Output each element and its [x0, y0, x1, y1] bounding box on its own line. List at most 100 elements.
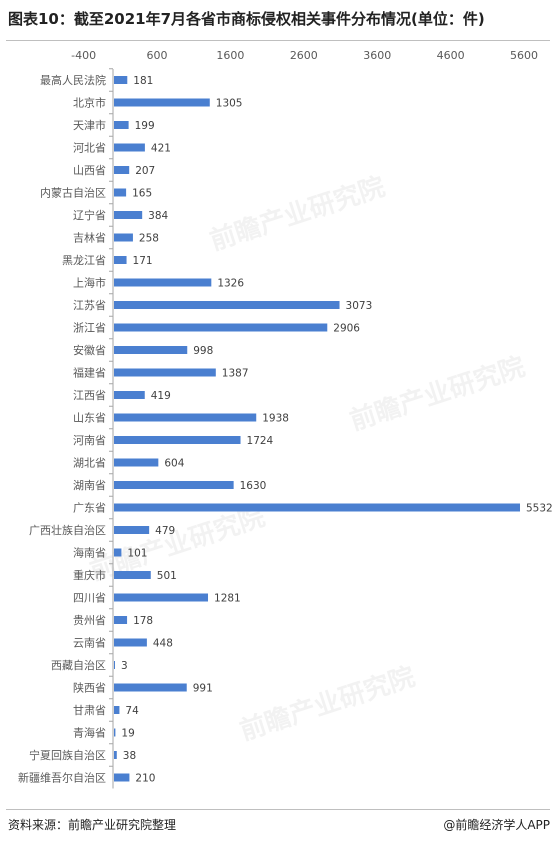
value-label: 19 [121, 728, 134, 740]
value-label: 2906 [333, 323, 360, 335]
bar [114, 526, 150, 534]
value-label: 1326 [217, 278, 244, 290]
value-label: 38 [123, 750, 136, 762]
category-label: 福建省 [73, 366, 106, 380]
value-label: 199 [135, 120, 155, 132]
bar [114, 121, 129, 129]
category-label: 贵州省 [73, 614, 106, 627]
category-label: 重庆市 [73, 568, 106, 582]
category-label: 黑龙江省 [62, 254, 106, 267]
category-label: 云南省 [73, 637, 106, 650]
bar [114, 391, 145, 399]
watermark-text: 前瞻产业研究院 [346, 351, 529, 437]
value-label: 207 [135, 165, 155, 177]
category-label: 青海省 [73, 726, 106, 740]
category-label: 广东省 [73, 502, 106, 515]
category-label: 四川省 [73, 592, 106, 605]
value-label: 178 [133, 615, 153, 627]
value-label: 419 [151, 390, 171, 402]
category-label: 西藏自治区 [51, 658, 106, 672]
value-label: 3073 [346, 300, 373, 312]
bar [114, 571, 151, 579]
watermark-text: 前瞻产业研究院 [206, 171, 389, 257]
bar [114, 728, 116, 737]
bar [114, 458, 159, 467]
bar [114, 773, 130, 782]
x-tick-label: 4600 [437, 49, 465, 62]
value-label: 258 [139, 233, 159, 245]
category-label: 陕西省 [73, 681, 106, 695]
category-label: 湖南省 [73, 479, 106, 492]
bar [114, 323, 328, 332]
category-label: 河北省 [73, 142, 106, 155]
category-label: 江苏省 [73, 299, 106, 312]
value-label: 1630 [240, 480, 267, 492]
bar [114, 706, 120, 714]
value-label: 165 [132, 188, 152, 200]
source-note: 资料来源：前瞻产业研究院整理 [8, 818, 177, 832]
watermark-text: 前瞻产业研究院 [236, 661, 419, 747]
category-label: 辽宁省 [73, 208, 106, 222]
category-label: 新疆维吾尔自治区 [18, 771, 106, 785]
value-label: 479 [155, 525, 175, 537]
title-divider [6, 40, 550, 41]
bar [114, 616, 128, 624]
bar-chart: -400 600 1600 2600 3600 4600 5600前瞻产业研究院前瞻产业研究… [18, 49, 553, 789]
bar [114, 211, 143, 219]
bar [114, 661, 115, 669]
value-label: 1305 [216, 98, 243, 110]
value-label: 210 [135, 773, 155, 785]
credit-note: @前瞻经济学人APP [443, 818, 550, 832]
bar [114, 233, 133, 242]
bar [114, 98, 210, 107]
value-label: 101 [127, 548, 147, 560]
category-label: 天津市 [73, 118, 106, 132]
bar [114, 301, 340, 309]
bar [114, 638, 147, 647]
bar [114, 751, 117, 759]
value-label: 3 [121, 660, 128, 672]
value-label: 604 [164, 458, 184, 470]
category-label: 山东省 [73, 412, 106, 425]
x-tick-label: 2600 [290, 49, 318, 62]
value-label: 501 [157, 570, 177, 582]
value-label: 171 [133, 255, 153, 267]
bar [114, 76, 128, 84]
value-label: 448 [153, 638, 173, 650]
category-label: 北京市 [73, 96, 106, 110]
bar [114, 188, 127, 197]
bar [114, 481, 234, 489]
bar [114, 278, 212, 287]
category-label: 甘肃省 [73, 704, 106, 717]
bar [114, 256, 127, 264]
category-label: 河南省 [73, 434, 106, 447]
value-label: 74 [125, 705, 139, 717]
category-label: 上海市 [73, 276, 106, 290]
category-label: 山西省 [73, 164, 106, 177]
value-label: 998 [193, 345, 213, 357]
category-label: 广西壮族自治区 [29, 523, 106, 537]
bar [114, 503, 521, 512]
value-label: 1938 [262, 413, 289, 425]
bar [114, 143, 145, 152]
bar [114, 166, 130, 174]
category-label: 安徽省 [73, 343, 106, 357]
bar [114, 346, 188, 354]
bar [114, 436, 241, 444]
x-tick-label: 3600 [363, 49, 391, 62]
bar [114, 683, 187, 692]
category-label: 湖北省 [73, 457, 106, 470]
value-label: 5532 [526, 503, 553, 515]
x-tick-label: 600 [147, 49, 168, 62]
bar [114, 548, 122, 557]
value-label: 991 [193, 683, 213, 695]
category-label: 最高人民法院 [40, 73, 106, 87]
x-tick-label: -400 [71, 49, 96, 62]
category-label: 内蒙古自治区 [40, 186, 106, 200]
value-label: 1724 [247, 435, 274, 447]
value-label: 421 [151, 143, 171, 155]
chart-title: 图表10：截至2021年7月各省市商标侵权相关事件分布情况(单位：件) [8, 10, 485, 28]
category-label: 吉林省 [73, 231, 106, 245]
category-label: 江西省 [73, 389, 106, 402]
category-label: 浙江省 [73, 322, 106, 335]
